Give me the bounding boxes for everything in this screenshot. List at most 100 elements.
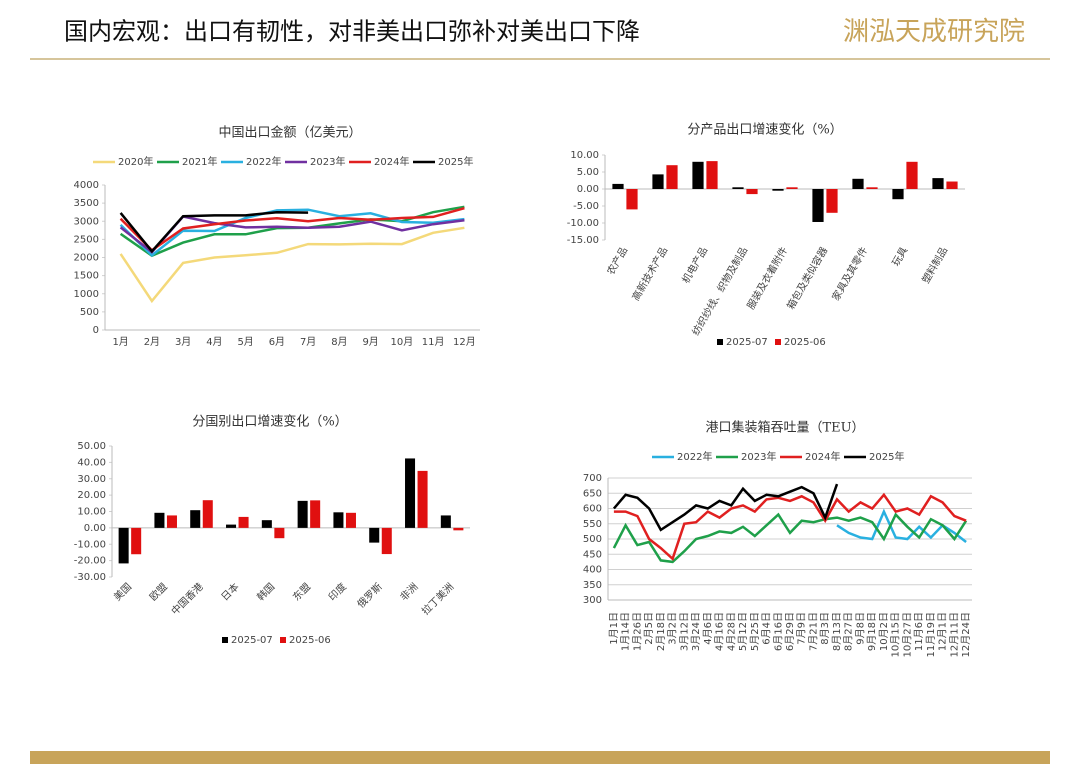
x-tick-label: 12月11日 bbox=[948, 612, 960, 657]
y-tick-label: 2500 bbox=[74, 234, 99, 245]
y-tick-label: 1000 bbox=[74, 289, 99, 300]
y-tick-label: -10.00 bbox=[567, 218, 599, 229]
x-tick-label: 8月3日 bbox=[819, 612, 831, 645]
legend-label: 2024年 bbox=[374, 155, 409, 168]
y-tick-label: 0 bbox=[93, 325, 99, 336]
bar bbox=[746, 189, 758, 195]
x-tick-label: 高新技术产品 bbox=[629, 245, 670, 303]
bar bbox=[932, 178, 944, 189]
legend-label: 2023年 bbox=[310, 155, 345, 168]
x-tick-label: 7月9日 bbox=[796, 612, 808, 645]
x-tick-label: 1月1日 bbox=[608, 612, 620, 645]
logo: 渊泓天成研究院 bbox=[843, 17, 1025, 47]
x-tick-label: 10月 bbox=[391, 336, 414, 348]
y-tick-label: 3500 bbox=[74, 198, 99, 209]
y-tick-label: 3000 bbox=[74, 216, 99, 227]
legend-label: 2025年 bbox=[438, 155, 473, 168]
legend-swatch bbox=[775, 339, 781, 345]
bar bbox=[612, 183, 624, 189]
y-tick-label: 600 bbox=[583, 504, 602, 515]
y-tick-label: 10.00 bbox=[570, 150, 599, 161]
bar bbox=[154, 512, 165, 528]
bar bbox=[946, 181, 958, 189]
x-tick-label: 日本 bbox=[218, 580, 241, 603]
x-tick-label: 3月2日 bbox=[667, 612, 679, 645]
x-tick-label: 中国香港 bbox=[168, 580, 205, 617]
y-tick-label: 650 bbox=[583, 488, 602, 499]
x-tick-label: 6月29日 bbox=[784, 612, 796, 651]
x-tick-label: 3月24日 bbox=[690, 612, 702, 651]
y-tick-label: -15.00 bbox=[567, 235, 599, 246]
bar bbox=[692, 161, 704, 189]
bar bbox=[202, 500, 213, 528]
bar bbox=[652, 174, 664, 189]
legend-label: 2024年 bbox=[805, 450, 840, 463]
line-series bbox=[119, 208, 465, 257]
bar bbox=[333, 512, 344, 528]
x-tick-label: 非洲 bbox=[398, 581, 421, 604]
chart-title: 中国出口金额（亿美元） bbox=[218, 125, 361, 141]
y-tick-label: 400 bbox=[583, 565, 602, 576]
x-tick-label: 美国 bbox=[111, 580, 134, 603]
bar bbox=[772, 189, 784, 191]
x-tick-label: 3月 bbox=[175, 336, 191, 348]
x-tick-label: 5月12日 bbox=[737, 612, 749, 651]
x-tick-label: 家具及其零件 bbox=[829, 245, 870, 303]
x-tick-label: 12月 bbox=[453, 336, 476, 348]
y-tick-label: 5.00 bbox=[577, 167, 599, 178]
bar bbox=[826, 189, 838, 213]
x-tick-label: 7月21日 bbox=[807, 612, 819, 651]
x-tick-label: 2月18日 bbox=[655, 612, 667, 651]
legend-label: 2022年 bbox=[246, 155, 281, 168]
bar bbox=[381, 527, 392, 555]
bar bbox=[812, 189, 824, 222]
x-tick-label: 6月16日 bbox=[772, 612, 784, 651]
legend-label: 2020年 bbox=[118, 155, 153, 168]
legend-label: 2021年 bbox=[182, 155, 217, 168]
x-tick-label: 3月12日 bbox=[678, 612, 690, 651]
x-tick-label: 12月24日 bbox=[960, 612, 972, 657]
bar bbox=[261, 520, 272, 528]
legend-label: 2022年 bbox=[677, 450, 712, 463]
x-tick-label: 9月 bbox=[362, 336, 378, 348]
bar bbox=[732, 187, 744, 189]
y-tick-label: 550 bbox=[583, 519, 602, 530]
x-tick-label: 4月 bbox=[206, 336, 222, 348]
x-tick-label: 10月15日 bbox=[890, 612, 902, 657]
legend-label: 2025-07 bbox=[726, 337, 768, 348]
y-tick-label: 0.00 bbox=[84, 523, 106, 534]
legend-label: 2023年 bbox=[741, 450, 776, 463]
bar bbox=[131, 527, 142, 555]
bar bbox=[226, 524, 237, 528]
x-tick-label: 11月6日 bbox=[913, 612, 925, 651]
x-tick-label: 6月 bbox=[269, 336, 285, 348]
x-tick-label: 8月 bbox=[331, 336, 347, 348]
x-tick-label: 1月14日 bbox=[620, 612, 632, 651]
x-tick-label: 5月25日 bbox=[749, 612, 761, 651]
x-tick-label: 2月 bbox=[144, 336, 160, 348]
bar bbox=[666, 165, 678, 189]
x-tick-label: 农产品 bbox=[604, 245, 630, 277]
legend-label: 2025-06 bbox=[289, 635, 331, 646]
bar bbox=[440, 515, 451, 528]
bar bbox=[852, 178, 864, 189]
x-tick-label: 9月18日 bbox=[866, 612, 878, 651]
y-tick-label: 4000 bbox=[74, 180, 99, 191]
bar bbox=[274, 527, 285, 539]
x-tick-label: 8月27日 bbox=[843, 612, 855, 651]
y-tick-label: -20.00 bbox=[74, 556, 106, 567]
bar bbox=[892, 189, 904, 200]
bar bbox=[906, 161, 918, 189]
legend-label: 2025-07 bbox=[231, 635, 273, 646]
legend-label: 2025年 bbox=[869, 450, 904, 463]
bar bbox=[417, 470, 428, 528]
y-tick-label: 30.00 bbox=[77, 474, 106, 485]
y-tick-label: 40.00 bbox=[77, 457, 106, 468]
x-tick-label: 拉丁美洲 bbox=[419, 580, 456, 617]
x-tick-label: 印度 bbox=[326, 580, 349, 603]
line-series bbox=[836, 508, 967, 543]
x-tick-label: 8月13日 bbox=[831, 612, 843, 651]
x-tick-label: 欧盟 bbox=[147, 581, 170, 604]
y-tick-label: 350 bbox=[583, 580, 602, 591]
